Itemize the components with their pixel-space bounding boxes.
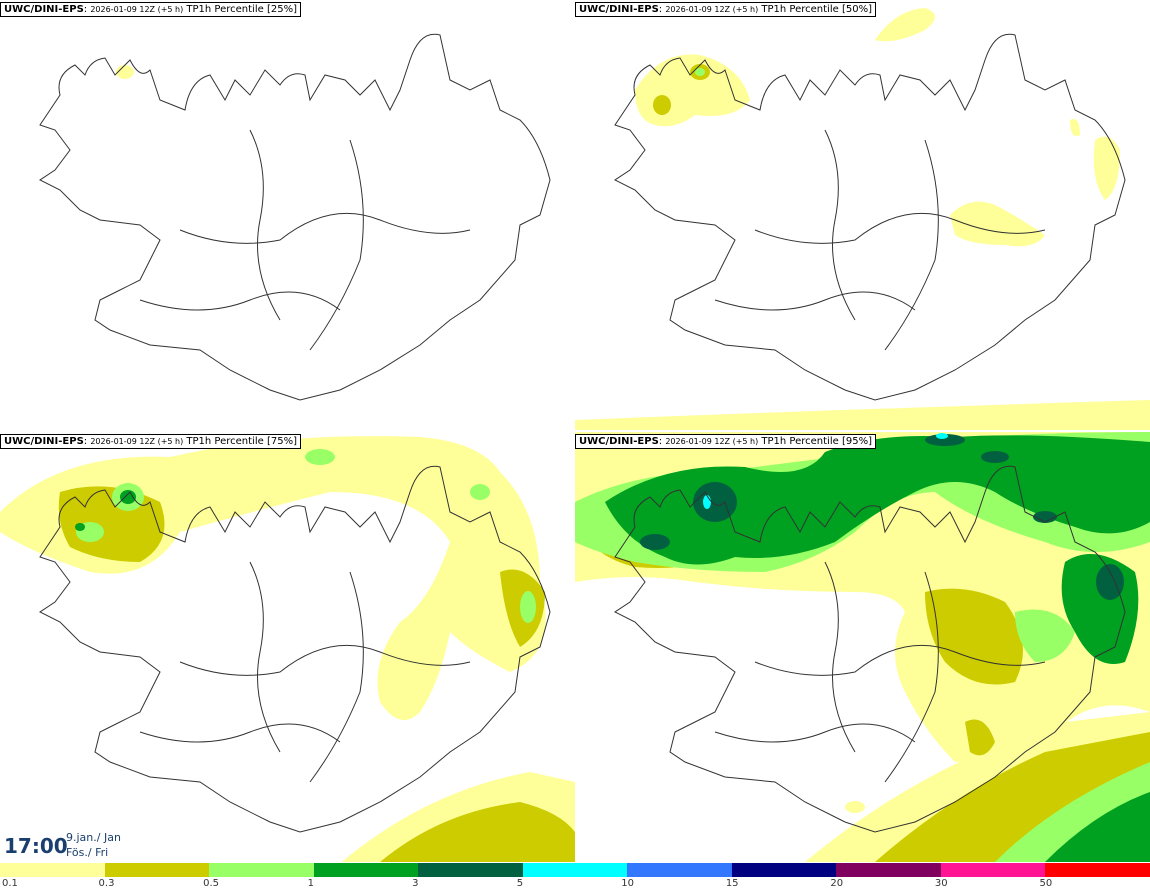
precip-area bbox=[116, 65, 134, 79]
legend-label: 0.3 bbox=[98, 878, 115, 889]
legend-label: 5 bbox=[516, 878, 524, 889]
legend-label: 50 bbox=[1039, 878, 1053, 889]
panel-title: UWC/DINI-EPS: 2026-01-09 12Z (+5 h) TP1h… bbox=[0, 2, 301, 17]
legend-swatch bbox=[104, 863, 211, 877]
legend-swatch bbox=[0, 863, 106, 877]
map-panel-50: UWC/DINI-EPS: 2026-01-09 12Z (+5 h) TP1h… bbox=[575, 0, 1150, 430]
legend-swatch bbox=[313, 863, 420, 877]
legend-label: 0.5 bbox=[203, 878, 219, 889]
valid-day: Fös./ Fri bbox=[66, 846, 109, 859]
legend-label: 1 bbox=[307, 878, 314, 889]
coastline bbox=[39, 33, 551, 401]
valid-time: 17:00 bbox=[4, 834, 68, 858]
legend-swatch bbox=[1045, 863, 1150, 877]
legend-swatch bbox=[836, 863, 942, 877]
legend-swatch bbox=[731, 863, 838, 877]
legend-swatch bbox=[627, 863, 733, 877]
map-panel-95: UWC/DINI-EPS: 2026-01-09 12Z (+5 h) TP1h… bbox=[575, 432, 1150, 862]
panel-title: UWC/DINI-EPS: 2026-01-09 12Z (+5 h) TP1h… bbox=[0, 434, 301, 449]
valid-date: 9.jan./ Jan bbox=[66, 831, 121, 844]
legend-label: 30 bbox=[934, 878, 948, 889]
legend-label: 15 bbox=[725, 878, 739, 889]
iceland-map bbox=[575, 432, 1150, 862]
legend-swatch bbox=[940, 863, 1047, 877]
legend-label: 0.1 bbox=[2, 878, 18, 889]
iceland-map bbox=[0, 436, 575, 862]
legend-label: 20 bbox=[830, 878, 844, 889]
panel-title: UWC/DINI-EPS: 2026-01-09 12Z (+5 h) TP1h… bbox=[575, 434, 876, 449]
legend-swatch bbox=[522, 863, 629, 877]
map-panel-25: UWC/DINI-EPS: 2026-01-09 12Z (+5 h) TP1h… bbox=[0, 0, 575, 430]
legend-label: 10 bbox=[621, 878, 634, 889]
map-panel-75: UWC/DINI-EPS: 2026-01-09 12Z (+5 h) TP1h… bbox=[0, 432, 575, 862]
valid-time-box: 17:00 9.jan./ Jan Fös./ Fri bbox=[0, 828, 132, 863]
panel-title: UWC/DINI-EPS: 2026-01-09 12Z (+5 h) TP1h… bbox=[575, 2, 876, 17]
color-legend: 0.1 0.3 0.5 1 3 5 10 15 20 30 50 bbox=[0, 863, 1150, 891]
iceland-map bbox=[575, 8, 1150, 430]
legend-swatch bbox=[209, 863, 315, 877]
legend-swatch bbox=[418, 863, 524, 877]
legend-label: 3 bbox=[412, 878, 419, 889]
iceland-map bbox=[39, 33, 551, 401]
